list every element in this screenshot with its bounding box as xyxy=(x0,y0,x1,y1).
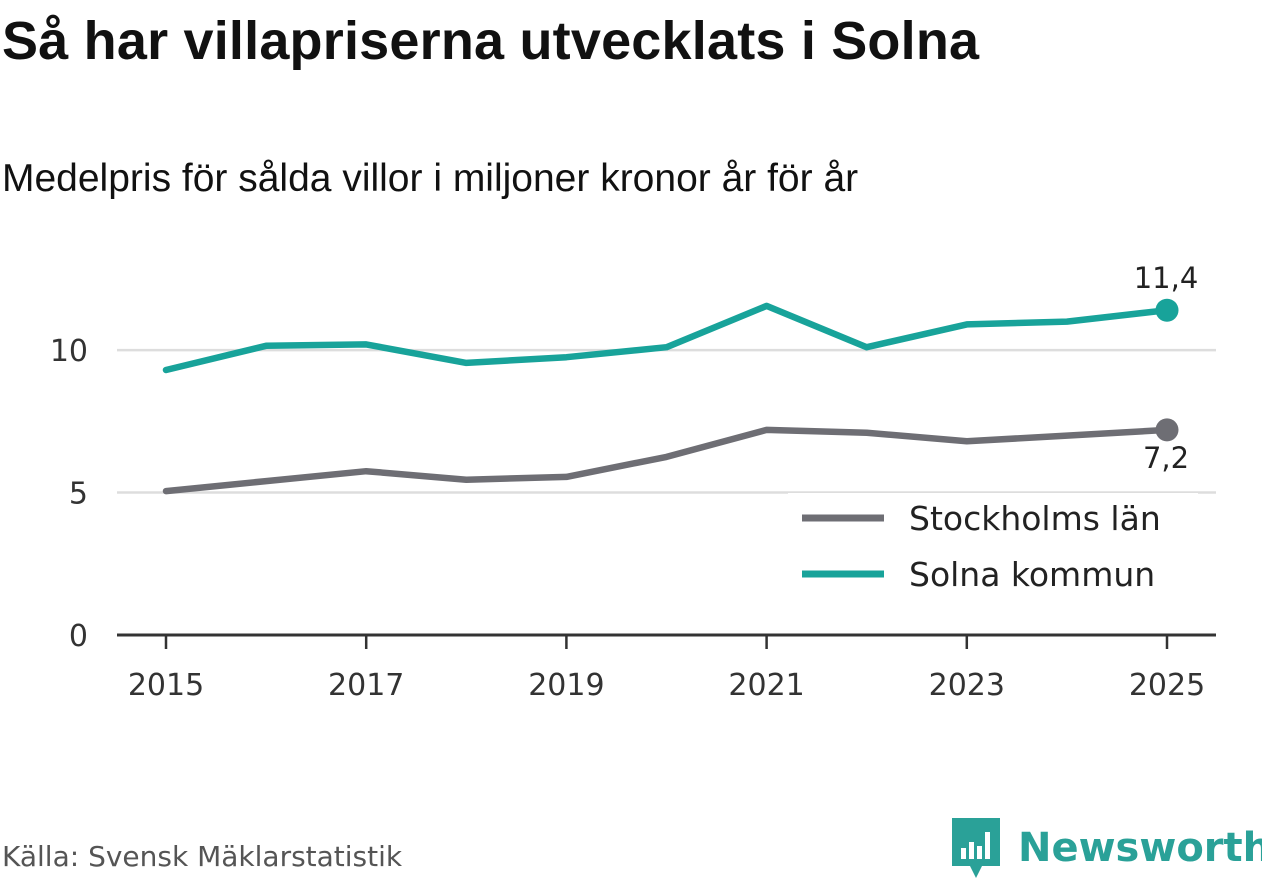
x-tick-label: 2021 xyxy=(728,668,804,703)
y-tick-label: 5 xyxy=(69,477,88,512)
series-line-stockholms-l-n xyxy=(162,426,1171,495)
chart-title: Så har villapriserna utvecklats i Solna xyxy=(2,11,980,71)
y-tick-labels: 0 5 10 xyxy=(50,334,88,654)
end-point-stockholms-l-n xyxy=(1155,418,1179,442)
source-note: Källa: Svensk Mäklarstatistik xyxy=(2,840,403,873)
x-tick-label: 2015 xyxy=(128,668,204,703)
end-label-stockholms-l-n: 7,2 xyxy=(1143,441,1189,475)
x-tick-label: 2023 xyxy=(929,668,1005,703)
x-tick-labels: 2015 2017 2019 2021 2023 2025 xyxy=(128,668,1205,703)
newsworthy-logo-icon xyxy=(952,818,1000,878)
x-tick-label: 2019 xyxy=(528,668,604,703)
legend-label-solna-kommun: Solna kommun xyxy=(909,555,1155,594)
gridlines xyxy=(117,348,1216,494)
x-tick-label: 2017 xyxy=(328,668,404,703)
newsworthy-logo: Newsworthy xyxy=(952,818,1262,878)
logo-text: Newsworthy xyxy=(1018,825,1262,871)
chart-subtitle: Medelpris för sålda villor i miljoner kr… xyxy=(2,157,859,200)
legend-backdrop xyxy=(788,493,1198,605)
series-lines: 7,2 11,4 xyxy=(162,261,1199,495)
legend: Stockholms län Solna kommun xyxy=(802,499,1161,594)
end-point-solna-kommun xyxy=(1155,298,1179,322)
legend-background xyxy=(788,493,1198,605)
y-tick-label: 0 xyxy=(69,619,88,654)
legend-label-stockholms-l-n: Stockholms län xyxy=(909,499,1161,538)
series-line-solna-kommun xyxy=(162,302,1171,374)
x-axis xyxy=(117,633,1216,649)
y-tick-label: 10 xyxy=(50,334,88,369)
x-tick-label: 2025 xyxy=(1129,668,1205,703)
end-label-solna-kommun: 11,4 xyxy=(1134,261,1199,295)
